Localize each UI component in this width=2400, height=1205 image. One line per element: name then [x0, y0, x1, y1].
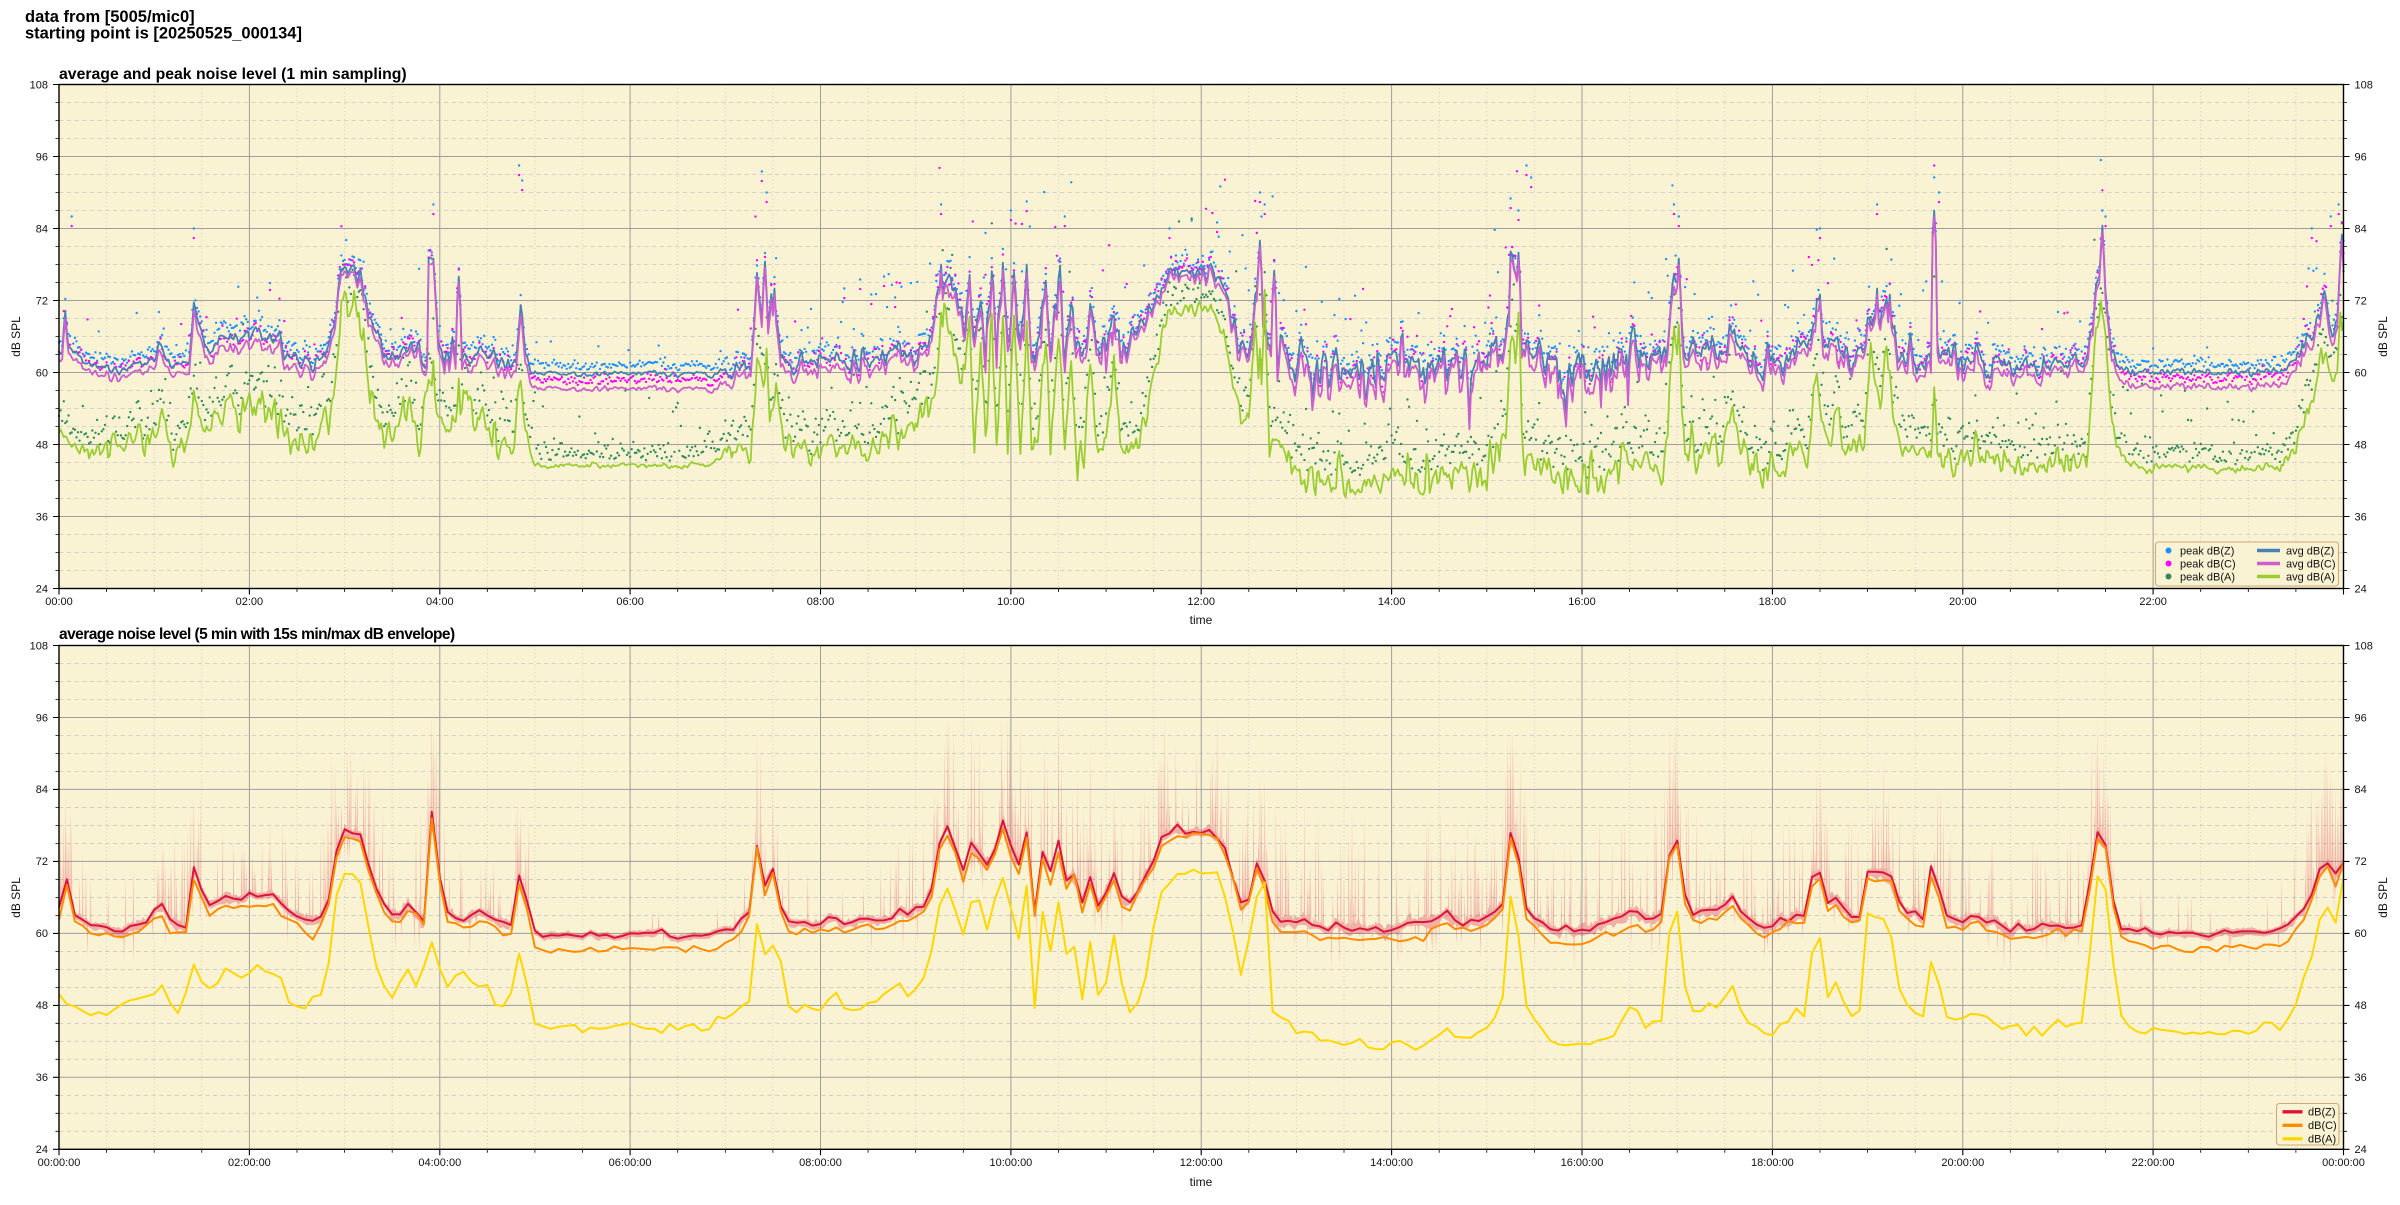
svg-text:peak dB(A): peak dB(A)	[2180, 571, 2235, 583]
svg-text:22:00: 22:00	[2139, 596, 2167, 608]
svg-text:dB(A): dB(A)	[2308, 1134, 2336, 1146]
svg-text:60: 60	[36, 928, 48, 940]
svg-text:84: 84	[36, 784, 48, 796]
svg-text:dB SPL: dB SPL	[9, 877, 23, 918]
svg-text:18:00: 18:00	[1759, 596, 1787, 608]
svg-text:dB SPL: dB SPL	[2376, 316, 2390, 357]
svg-text:108: 108	[2355, 79, 2373, 91]
svg-text:60: 60	[36, 367, 48, 379]
svg-text:72: 72	[2355, 856, 2367, 868]
svg-text:average noise level (5 min wit: average noise level (5 min with 15s min/…	[59, 626, 455, 643]
svg-text:20:00: 20:00	[1949, 596, 1977, 608]
svg-text:starting point is [20250525_00: starting point is [20250525_000134]	[25, 25, 302, 43]
svg-text:36: 36	[2355, 1072, 2367, 1084]
svg-text:22:00:00: 22:00:00	[2132, 1157, 2175, 1169]
svg-text:average and peak noise level (: average and peak noise level (1 min samp…	[59, 66, 407, 83]
svg-text:60: 60	[2355, 367, 2367, 379]
svg-text:16:00:00: 16:00:00	[1561, 1157, 1604, 1169]
svg-text:10:00:00: 10:00:00	[989, 1157, 1032, 1169]
svg-text:dB(C): dB(C)	[2308, 1120, 2337, 1132]
svg-text:24: 24	[36, 583, 48, 595]
svg-text:dB SPL: dB SPL	[2376, 877, 2390, 918]
svg-text:00:00: 00:00	[45, 596, 73, 608]
svg-text:24: 24	[2355, 583, 2367, 595]
svg-text:16:00: 16:00	[1568, 596, 1596, 608]
svg-text:36: 36	[2355, 511, 2367, 523]
svg-text:time: time	[1190, 613, 1213, 627]
svg-text:avg dB(C): avg dB(C)	[2286, 558, 2336, 570]
svg-text:84: 84	[2355, 784, 2367, 796]
svg-text:36: 36	[36, 511, 48, 523]
svg-text:data from [5005/mic0]: data from [5005/mic0]	[25, 8, 195, 26]
svg-text:72: 72	[36, 295, 48, 307]
svg-text:20:00:00: 20:00:00	[1941, 1157, 1984, 1169]
svg-text:84: 84	[36, 223, 48, 235]
svg-text:04:00:00: 04:00:00	[418, 1157, 461, 1169]
svg-text:24: 24	[2355, 1144, 2367, 1156]
svg-text:14:00:00: 14:00:00	[1370, 1157, 1413, 1169]
svg-text:dB SPL: dB SPL	[9, 316, 23, 357]
svg-text:avg dB(A): avg dB(A)	[2286, 571, 2335, 583]
svg-text:02:00: 02:00	[236, 596, 264, 608]
svg-text:14:00: 14:00	[1378, 596, 1406, 608]
svg-text:48: 48	[36, 439, 48, 451]
svg-text:96: 96	[36, 151, 48, 163]
svg-text:00:00:00: 00:00:00	[38, 1157, 81, 1169]
svg-text:108: 108	[30, 640, 48, 652]
svg-text:peak dB(Z): peak dB(Z)	[2180, 545, 2234, 557]
svg-text:60: 60	[2355, 928, 2367, 940]
svg-text:time: time	[1190, 1175, 1213, 1189]
svg-text:06:00:00: 06:00:00	[609, 1157, 652, 1169]
svg-text:48: 48	[2355, 1000, 2367, 1012]
svg-text:02:00:00: 02:00:00	[228, 1157, 271, 1169]
svg-text:18:00:00: 18:00:00	[1751, 1157, 1794, 1169]
svg-text:06:00: 06:00	[616, 596, 644, 608]
svg-text:avg dB(Z): avg dB(Z)	[2286, 545, 2334, 557]
svg-text:12:00:00: 12:00:00	[1180, 1157, 1223, 1169]
svg-text:96: 96	[2355, 712, 2367, 724]
svg-text:96: 96	[2355, 151, 2367, 163]
svg-text:08:00:00: 08:00:00	[799, 1157, 842, 1169]
svg-text:08:00: 08:00	[807, 596, 835, 608]
svg-text:72: 72	[36, 856, 48, 868]
svg-text:00:00:00: 00:00:00	[2322, 1157, 2365, 1169]
svg-text:96: 96	[36, 712, 48, 724]
svg-text:12:00: 12:00	[1187, 596, 1215, 608]
svg-text:peak dB(C): peak dB(C)	[2180, 558, 2236, 570]
svg-text:108: 108	[2355, 640, 2373, 652]
svg-text:72: 72	[2355, 295, 2367, 307]
svg-text:48: 48	[2355, 439, 2367, 451]
svg-text:48: 48	[36, 1000, 48, 1012]
svg-text:108: 108	[30, 79, 48, 91]
svg-text:84: 84	[2355, 223, 2367, 235]
svg-text:dB(Z): dB(Z)	[2308, 1107, 2336, 1119]
svg-text:36: 36	[36, 1072, 48, 1084]
svg-text:10:00: 10:00	[997, 596, 1025, 608]
svg-text:04:00: 04:00	[426, 596, 454, 608]
svg-text:24: 24	[36, 1144, 48, 1156]
